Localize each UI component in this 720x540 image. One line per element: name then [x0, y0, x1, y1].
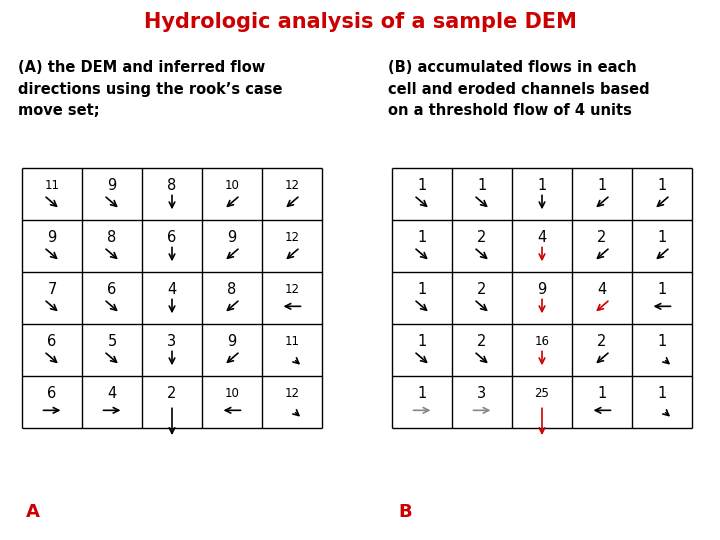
Text: 2: 2	[598, 334, 607, 349]
Text: (A) the DEM and inferred flow
directions using the rook’s case
move set;: (A) the DEM and inferred flow directions…	[18, 60, 282, 118]
Text: 9: 9	[228, 334, 237, 349]
Text: 11: 11	[284, 335, 300, 348]
Text: 9: 9	[537, 282, 546, 296]
Text: 1: 1	[657, 230, 667, 245]
Text: 11: 11	[45, 179, 60, 192]
Text: 4: 4	[598, 282, 607, 296]
Text: B: B	[398, 503, 412, 521]
Text: 2: 2	[167, 386, 176, 401]
Text: 4: 4	[107, 386, 117, 401]
Text: 1: 1	[477, 178, 487, 193]
Text: 6: 6	[48, 334, 57, 349]
Text: 3: 3	[477, 386, 487, 401]
Text: 6: 6	[48, 386, 57, 401]
Text: 4: 4	[537, 230, 546, 245]
Text: 25: 25	[534, 387, 549, 400]
Text: 5: 5	[107, 334, 117, 349]
Text: 9: 9	[48, 230, 57, 245]
Text: 1: 1	[418, 230, 427, 245]
Text: 2: 2	[598, 230, 607, 245]
Text: 10: 10	[225, 387, 240, 400]
Text: 9: 9	[107, 178, 117, 193]
Text: 3: 3	[168, 334, 176, 349]
Text: 16: 16	[534, 335, 549, 348]
Text: 1: 1	[418, 334, 427, 349]
Text: 6: 6	[107, 282, 117, 296]
Text: 7: 7	[48, 282, 57, 296]
Text: 1: 1	[418, 386, 427, 401]
Text: 8: 8	[107, 230, 117, 245]
Text: A: A	[26, 503, 40, 521]
Text: 1: 1	[657, 334, 667, 349]
Text: 1: 1	[598, 386, 607, 401]
Text: 8: 8	[167, 178, 176, 193]
Text: 1: 1	[598, 178, 607, 193]
Text: 9: 9	[228, 230, 237, 245]
Text: Hydrologic analysis of a sample DEM: Hydrologic analysis of a sample DEM	[143, 12, 577, 32]
Text: 6: 6	[167, 230, 176, 245]
Text: 1: 1	[537, 178, 546, 193]
Text: 2: 2	[477, 334, 487, 349]
Text: 1: 1	[657, 386, 667, 401]
Text: 1: 1	[657, 282, 667, 296]
Text: 1: 1	[657, 178, 667, 193]
Text: 12: 12	[284, 387, 300, 400]
Text: 12: 12	[284, 179, 300, 192]
Text: 12: 12	[284, 231, 300, 244]
Text: 12: 12	[284, 282, 300, 296]
Text: 2: 2	[477, 282, 487, 296]
Text: 4: 4	[167, 282, 176, 296]
Text: (B) accumulated flows in each
cell and eroded channels based
on a threshold flow: (B) accumulated flows in each cell and e…	[388, 60, 649, 118]
Text: 10: 10	[225, 179, 240, 192]
Text: 1: 1	[418, 282, 427, 296]
Text: 2: 2	[477, 230, 487, 245]
Text: 8: 8	[228, 282, 237, 296]
Text: 1: 1	[418, 178, 427, 193]
